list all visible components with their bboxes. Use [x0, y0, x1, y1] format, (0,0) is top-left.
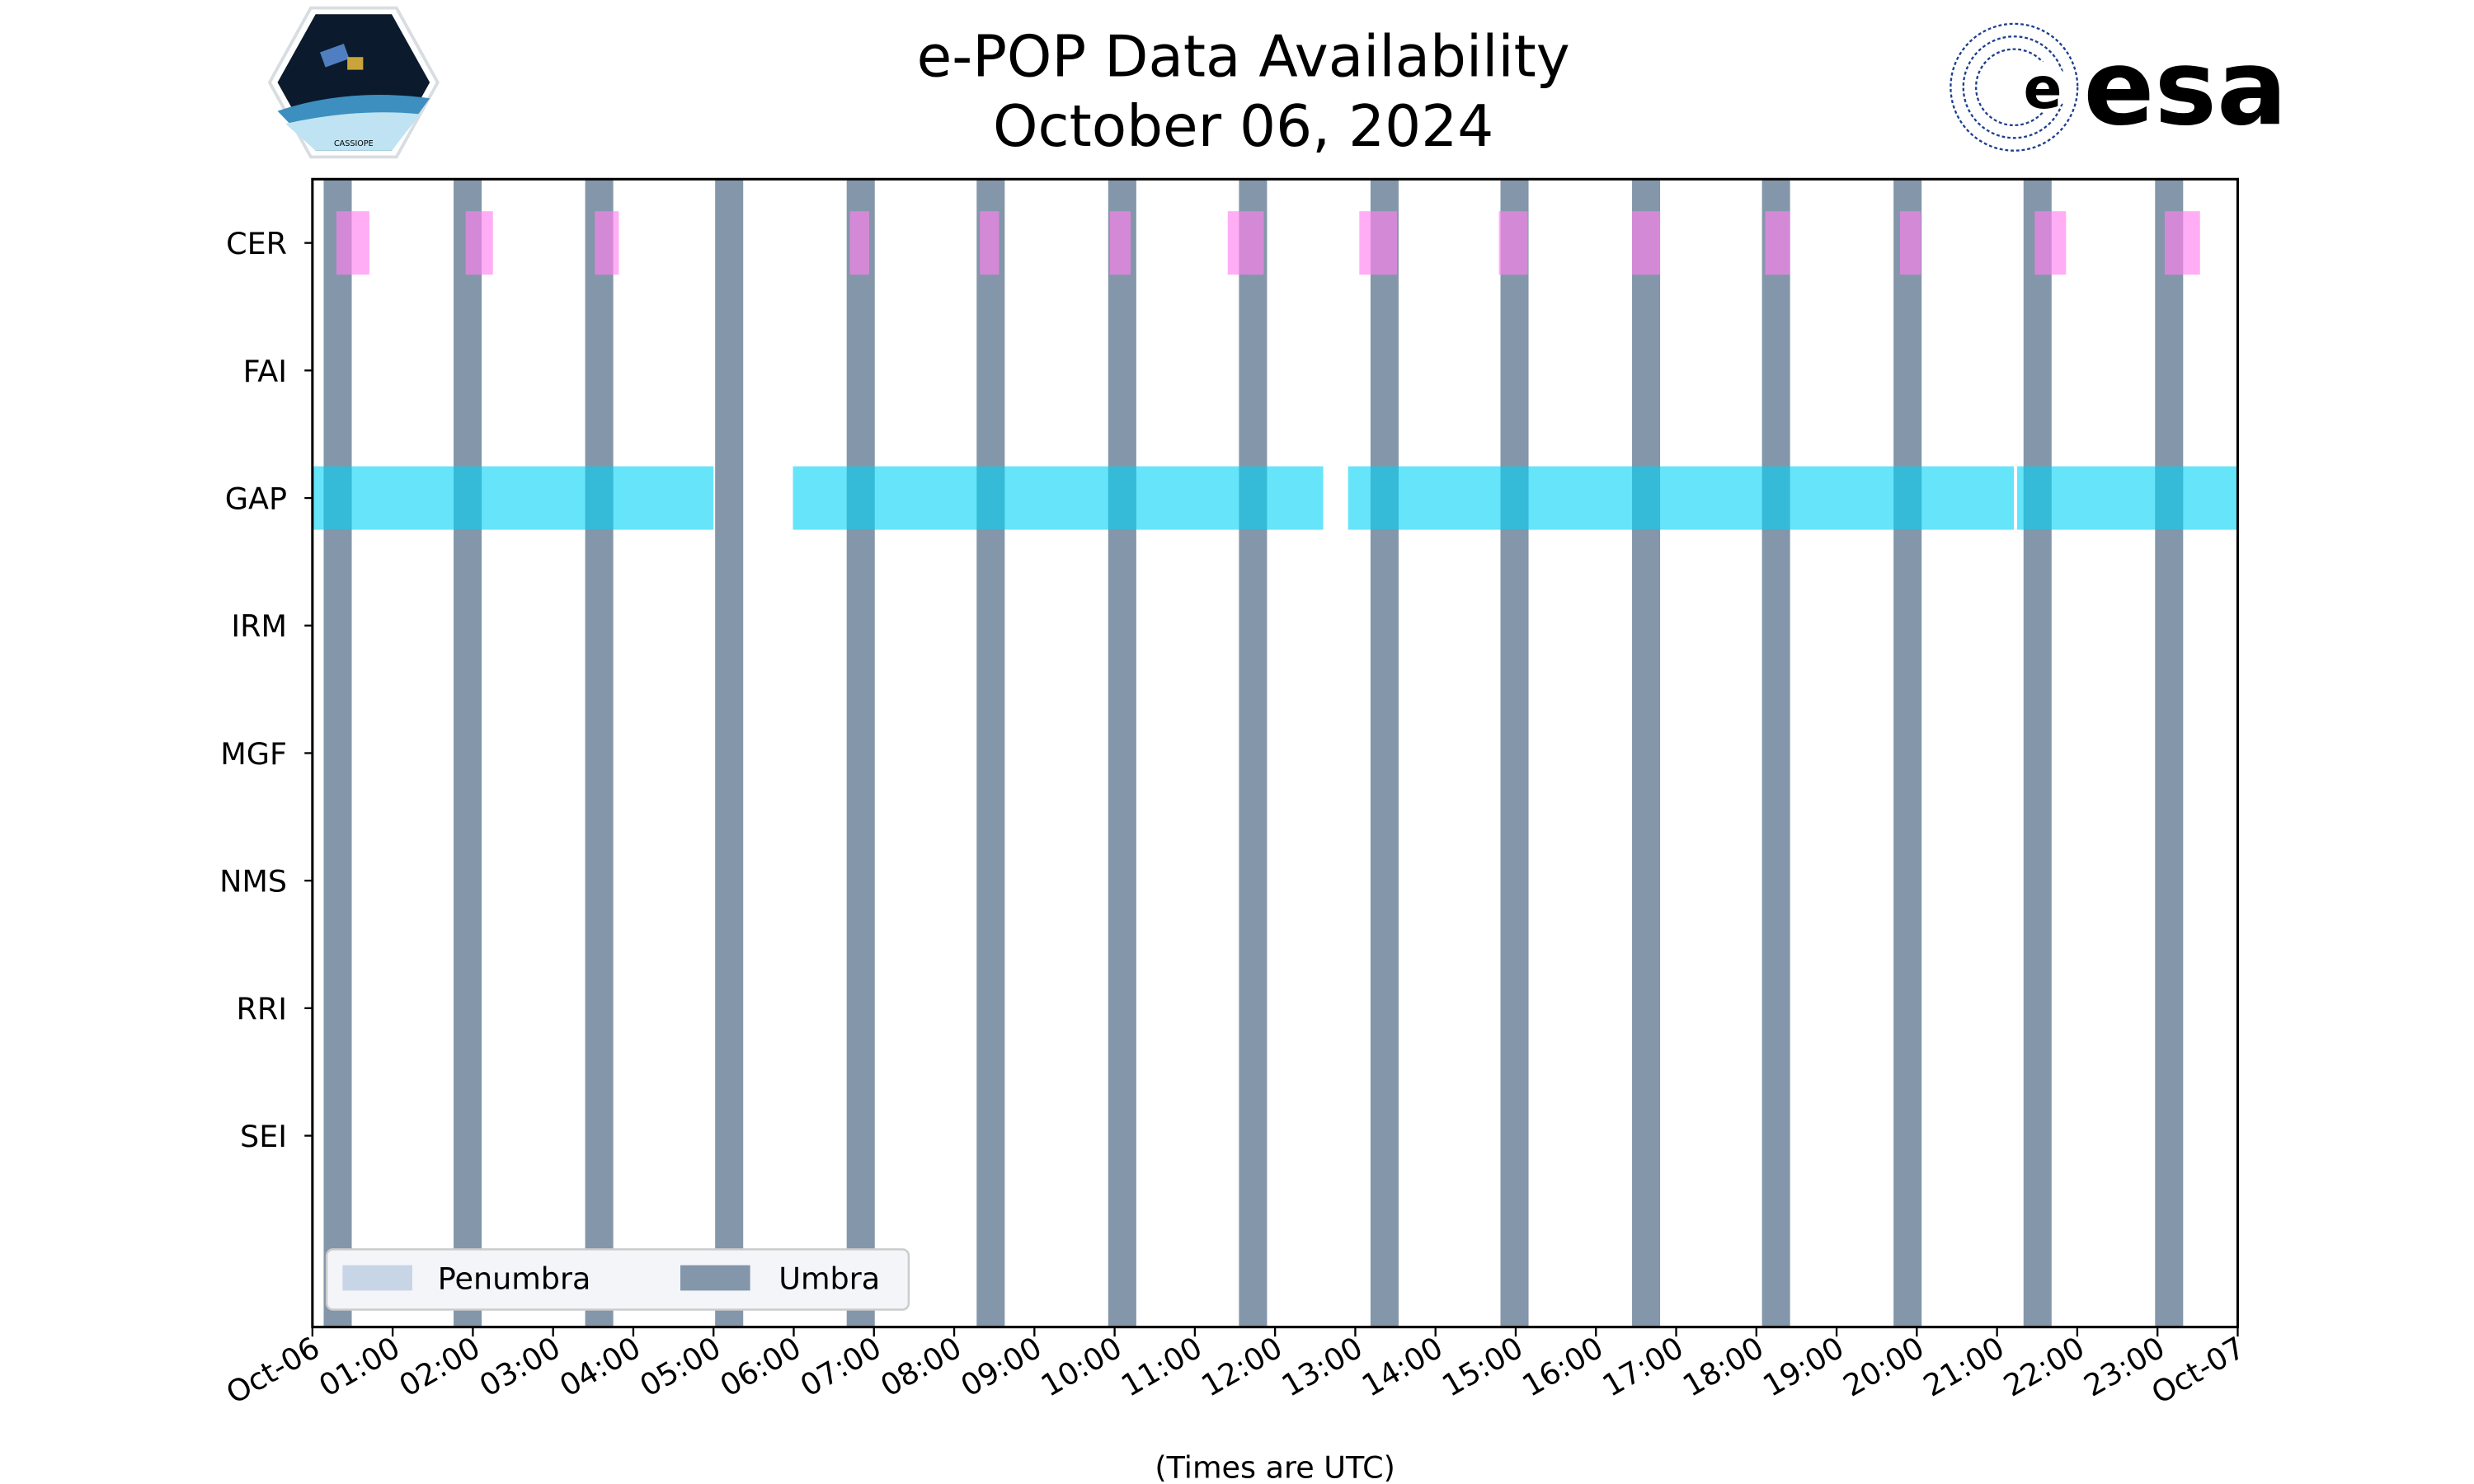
umbra-band [1893, 179, 1922, 1327]
y-tick-label: GAP [225, 481, 287, 517]
availability-bar-cer [2164, 211, 2200, 275]
y-tick-label: CER [226, 226, 287, 261]
x-tick-label: 17:00 [1597, 1330, 1690, 1404]
y-tick-label: FAI [243, 354, 287, 389]
x-tick-label: 01:00 [313, 1330, 407, 1404]
x-tick-label: Oct-06 [220, 1330, 326, 1411]
esa-logo: e esa [1950, 22, 2288, 152]
umbra-band [1632, 179, 1661, 1327]
x-tick-label: 14:00 [1356, 1330, 1449, 1404]
legend-label-umbra: Umbra [778, 1261, 880, 1296]
x-tick-label: Oct-07 [2146, 1330, 2251, 1411]
y-tick-label: MGF [220, 736, 287, 772]
esa-logo-text: esa [2083, 26, 2287, 148]
umbra-band [585, 179, 614, 1327]
y-tick-label: IRM [231, 608, 287, 644]
availability-bar-cer [1765, 211, 1790, 275]
legend-swatch-penumbra [342, 1265, 412, 1291]
umbra-band [846, 179, 875, 1327]
availability-bar-cer [1109, 211, 1131, 275]
x-tick-label: 18:00 [1677, 1330, 1770, 1404]
umbra-band [1370, 179, 1399, 1327]
x-tick-label: 08:00 [874, 1330, 967, 1404]
availability-bar-cer [849, 211, 869, 275]
umbra-band [1239, 179, 1268, 1327]
x-tick-label: 06:00 [714, 1330, 807, 1404]
x-tick-label: 10:00 [1035, 1330, 1128, 1404]
x-tick-label: 03:00 [473, 1330, 567, 1404]
umbra-band [323, 179, 352, 1327]
cassiope-logo: CASSIOPE [267, 6, 440, 159]
availability-bar-cer [336, 211, 369, 275]
umbra-band [454, 179, 482, 1327]
y-tick-label: NMS [219, 864, 287, 899]
chart-title: e-POP Data Availability [917, 24, 1570, 90]
umbra-band [976, 179, 1005, 1327]
chart-subtitle: October 06, 2024 [993, 94, 1493, 160]
availability-bar-gap [312, 466, 714, 530]
availability-bar-cer [1227, 211, 1264, 275]
umbra-band [1761, 179, 1790, 1327]
x-tick-label: 16:00 [1517, 1330, 1610, 1404]
availability-bar-cer [1498, 211, 1528, 275]
availability-bar-cer [465, 211, 493, 275]
svg-text:e: e [2023, 56, 2062, 122]
availability-bar-cer [1632, 211, 1661, 275]
availability-bar-cer [2034, 211, 2067, 275]
x-tick-label: 07:00 [794, 1330, 887, 1404]
availability-bar-gap [1348, 466, 2015, 530]
umbra-band [1108, 179, 1136, 1327]
x-axis-label: (Times are UTC) [1155, 1449, 1395, 1484]
legend-swatch-umbra [680, 1265, 750, 1291]
x-tick-label: 02:00 [393, 1330, 487, 1404]
availability-bar-cer [980, 211, 999, 275]
x-tick-label: 15:00 [1436, 1330, 1529, 1404]
availability-bar-cer [1359, 211, 1398, 275]
availability-bar-gap [2016, 466, 2238, 530]
umbra-band [2155, 179, 2184, 1327]
umbra-band [715, 179, 744, 1327]
x-tick-label: 05:00 [634, 1330, 727, 1404]
cassiope-logo-text: CASSIOPE [334, 139, 374, 148]
availability-bar-cer [1899, 211, 1921, 275]
x-tick-label: 09:00 [955, 1330, 1048, 1404]
availability-bar-gap [793, 466, 1324, 530]
x-tick-label: 12:00 [1196, 1330, 1289, 1404]
availability-bar-cer [595, 211, 619, 275]
x-tick-label: 21:00 [1917, 1330, 2011, 1404]
x-tick-label: 13:00 [1276, 1330, 1369, 1404]
y-tick-label: SEI [240, 1119, 287, 1154]
x-tick-label: 19:00 [1757, 1330, 1850, 1404]
x-tick-label: 04:00 [553, 1330, 647, 1404]
x-tick-label: 20:00 [1837, 1330, 1931, 1404]
x-tick-label: 11:00 [1115, 1330, 1208, 1404]
y-tick-label: RRI [237, 991, 288, 1026]
x-tick-label: 22:00 [1997, 1330, 2091, 1404]
legend: Penumbra Umbra [325, 1248, 910, 1311]
plot-area: CER FAI GAP IRM MGF NMS RRI SEI [219, 179, 2238, 1327]
umbra-band [2023, 179, 2052, 1327]
legend-label-penumbra: Penumbra [438, 1261, 591, 1296]
umbra-band [1500, 179, 1529, 1327]
